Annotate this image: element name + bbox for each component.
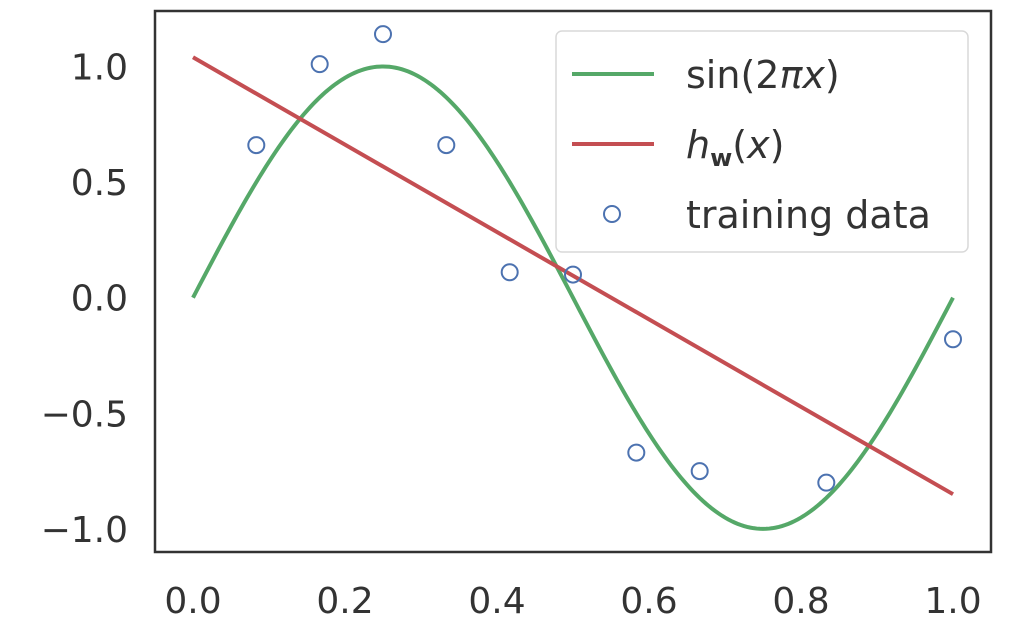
x-tick-label: 1.0 [924,581,981,622]
y-axis-ticks: 1.0 0.5 0.0 −0.5 −1.0 [41,47,128,550]
training-data-point [437,136,456,155]
x-axis-ticks: 0.0 0.2 0.4 0.6 0.8 1.0 [164,581,981,622]
y-tick-label: −0.5 [41,394,128,435]
legend-handle-training-data [603,205,621,223]
training-data-point [564,265,582,284]
y-tick-label: 1.0 [71,47,128,88]
legend-box [555,30,969,253]
x-tick-label: 0.8 [772,581,829,622]
legend-label-training-data: training data [686,193,931,237]
x-tick-label: 0.4 [468,581,525,622]
y-tick-label: 0.5 [71,163,128,204]
legend: sin(2πx) hw(x) training data [555,30,969,253]
training-data-point [310,55,329,74]
training-data-point [944,330,962,349]
hypothesis-line [192,55,954,496]
training-data-point [817,473,836,492]
x-tick-label: 0.6 [620,581,677,622]
x-tick-label: 0.2 [316,581,373,622]
training-data-point [374,25,392,44]
x-tick-label: 0.0 [164,581,221,622]
y-tick-label: 0.0 [71,279,128,320]
plot-frame [153,9,993,554]
training-data-point [247,136,266,155]
sine-curve [191,64,955,531]
plot-area [191,25,962,531]
y-tick-label: −1.0 [41,510,128,551]
legend-label-sine: sin(2πx) [686,53,840,97]
training-data-point [690,462,709,481]
legend-label-hypothesis: hw(x) [686,123,784,172]
training-data-point [627,443,646,462]
training-data-point [500,263,519,282]
